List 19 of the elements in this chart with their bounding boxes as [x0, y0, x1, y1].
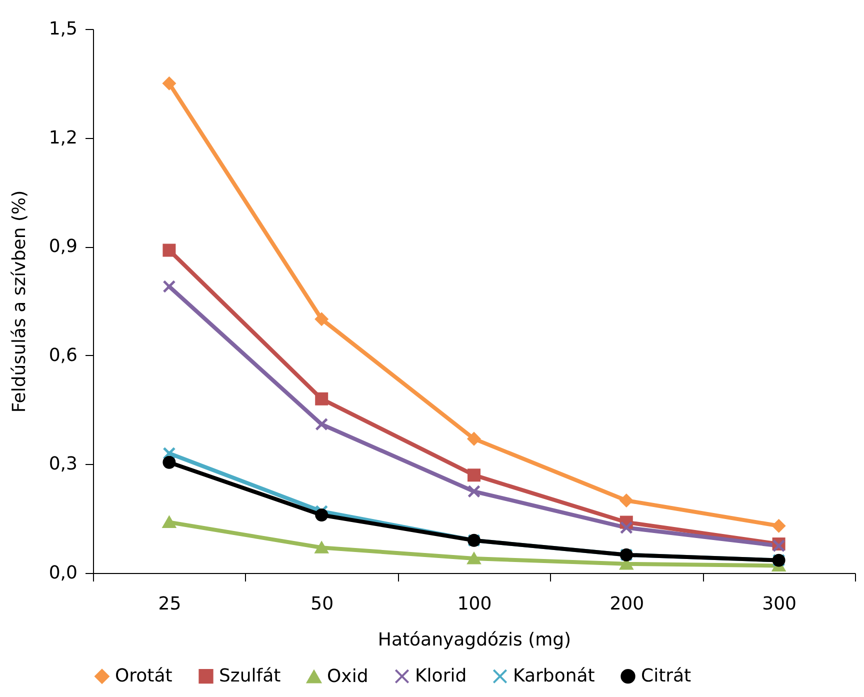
x-tick-label: 200: [610, 594, 644, 614]
y-tick-label: 0,3: [48, 454, 78, 475]
y-tick-label: 0,9: [48, 236, 78, 258]
legend-label: Klorid: [415, 665, 467, 686]
y-tick-label: 1,2: [48, 127, 78, 148]
legend-label: Oxid: [327, 666, 368, 687]
legend-label: Karbonát: [513, 665, 595, 686]
x-tick-label: 50: [310, 594, 334, 614]
legend-label: Orotát: [115, 665, 172, 686]
y-tick-label: 0,0: [48, 562, 78, 584]
y-tick-label: 1,5: [48, 18, 78, 40]
x-axis-title: Hatóanyagdózis (mg): [378, 630, 572, 650]
legend-label: Citrát: [641, 665, 692, 686]
y-tick-label: 0,6: [48, 344, 78, 366]
x-tick-label: 25: [158, 594, 182, 614]
y-axis-title: Feldúsulás a szívben (%): [8, 190, 30, 413]
x-tick-label: 100: [457, 594, 492, 614]
x-tick-label: 300: [762, 594, 796, 614]
legend-label: Szulfát: [219, 665, 281, 686]
